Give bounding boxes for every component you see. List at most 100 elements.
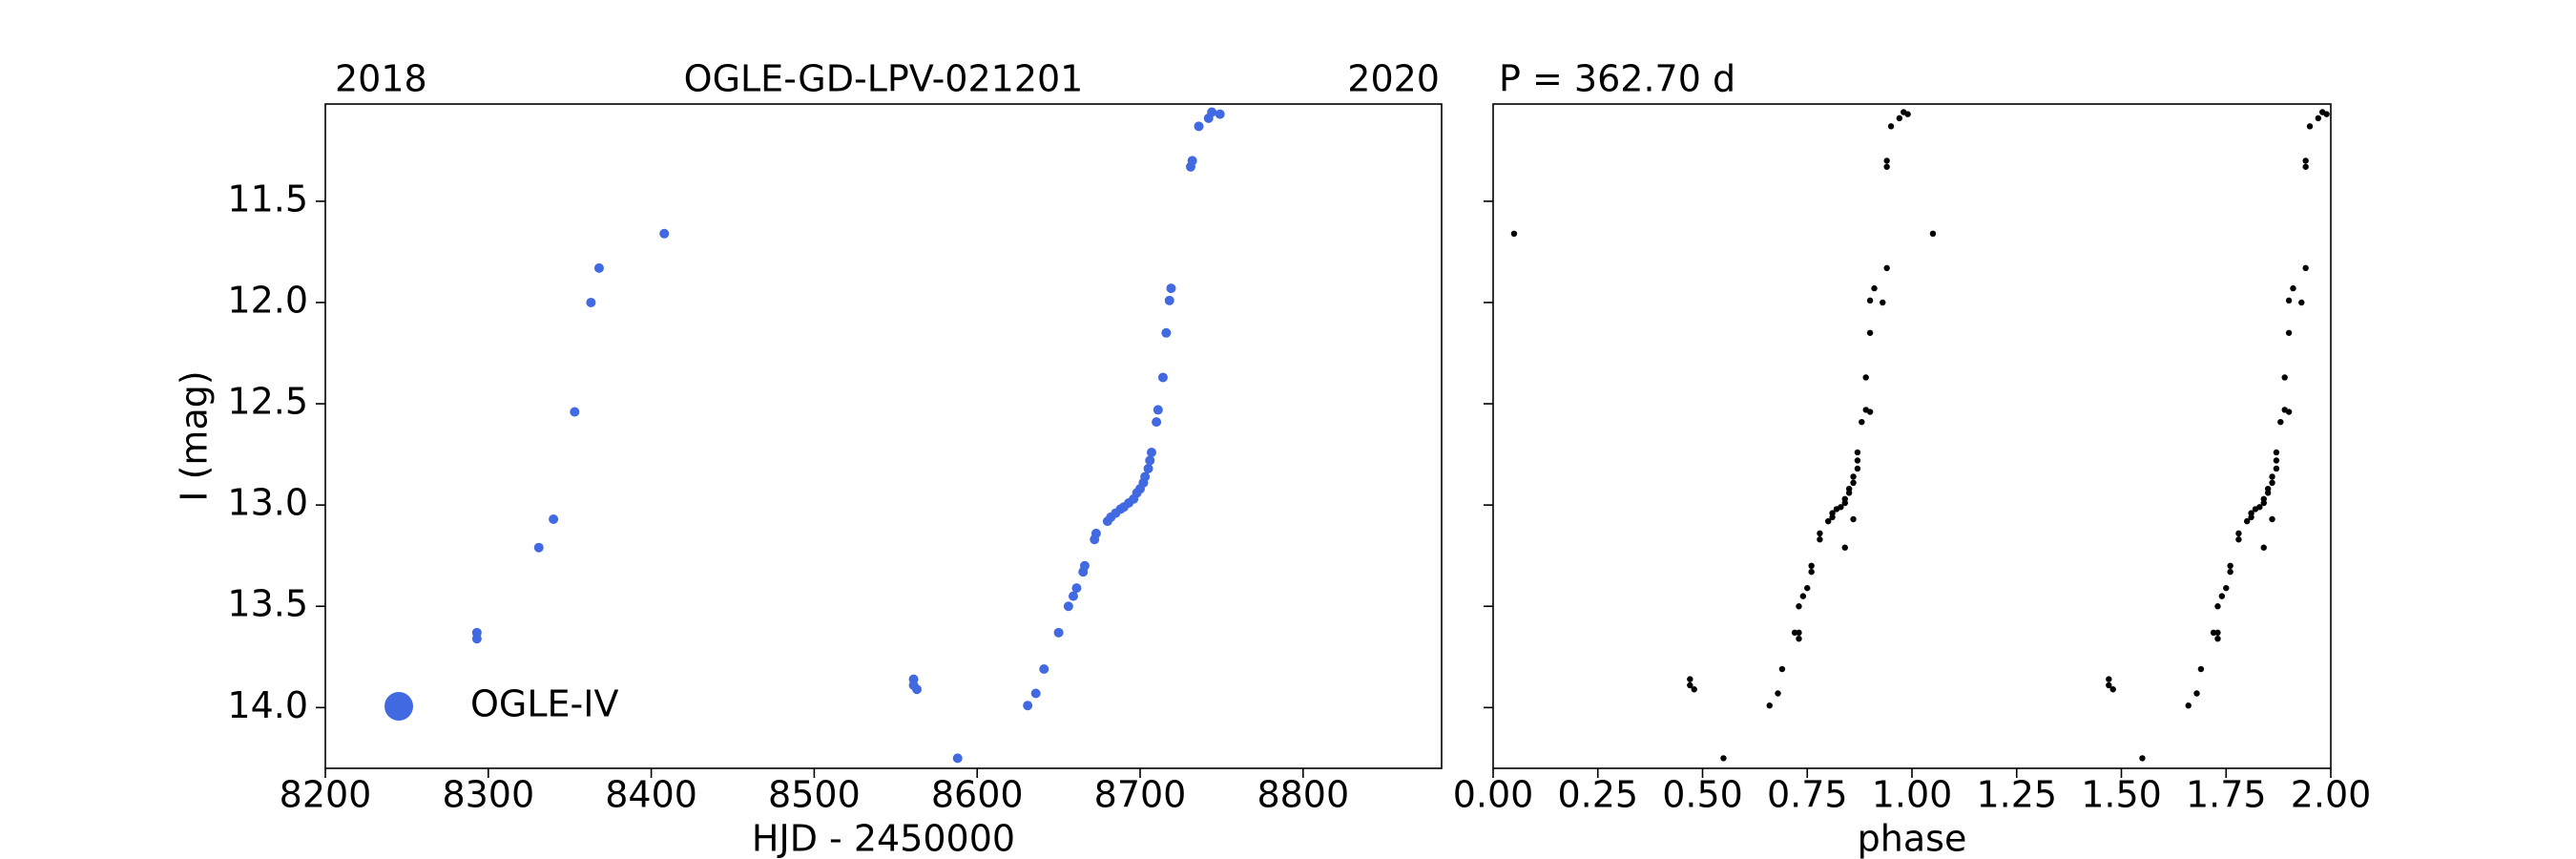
data-point (1687, 681, 1693, 689)
x-axis-label: HJD - 2450000 (752, 818, 1015, 859)
data-point (2298, 299, 2305, 306)
data-point (1030, 688, 1041, 699)
data-point (1720, 755, 1727, 762)
x-tick-label: 8700 (1094, 774, 1187, 816)
data-point (1796, 629, 1802, 637)
chart-title: P = 362.70 d (1499, 58, 1735, 100)
data-point (2227, 562, 2233, 570)
data-point (1904, 111, 1911, 117)
x-axis-label: phase (1858, 818, 1967, 859)
data-point (1023, 701, 1033, 711)
data-point (1068, 591, 1078, 601)
data-point (2235, 530, 2242, 537)
data-point (2248, 510, 2254, 516)
data-point (1841, 544, 1848, 551)
data-point (1164, 295, 1174, 305)
data-point (1850, 473, 1857, 480)
data-point (2281, 374, 2288, 381)
data-point (2269, 473, 2275, 480)
data-point (1850, 479, 1857, 487)
data-point (2214, 629, 2221, 637)
data-point (1796, 635, 1802, 642)
data-point (1845, 485, 1853, 492)
data-point (1146, 447, 1156, 457)
data-point (2227, 568, 2233, 576)
data-point (1829, 510, 1836, 516)
x-tick-label: 8500 (768, 774, 861, 816)
data-point (2290, 284, 2296, 292)
data-point (1808, 562, 1815, 570)
data-point (2106, 681, 2112, 689)
data-point (2193, 690, 2200, 697)
data-point (2260, 544, 2267, 551)
data-point (1883, 264, 1890, 272)
data-point (1854, 465, 1861, 472)
legend-label: OGLE-IV (470, 683, 618, 725)
data-point (2109, 686, 2116, 693)
data-point (1854, 457, 1861, 464)
y-tick-label: 11.5 (227, 178, 308, 220)
data-point (1166, 283, 1176, 294)
year-label: 2020 (1347, 58, 1440, 100)
plot-frame (1492, 103, 2332, 769)
data-point (570, 407, 580, 417)
data-point (659, 228, 670, 239)
data-point (2273, 465, 2280, 472)
x-tick-label: 8200 (280, 774, 372, 816)
data-point (908, 681, 919, 690)
data-point (1866, 297, 1874, 304)
plot-frame (324, 103, 1443, 769)
data-point (2302, 264, 2309, 272)
data-point (1883, 157, 1890, 164)
data-point (2323, 111, 2330, 117)
data-point (1153, 405, 1163, 415)
year-label: 2018 (335, 58, 427, 100)
x-tick-label: 8800 (1257, 774, 1349, 816)
data-point (1039, 664, 1049, 675)
data-point (2214, 603, 2221, 610)
data-point (2302, 157, 2309, 164)
x-tick-label: 1.25 (1976, 774, 2057, 816)
data-point (1817, 530, 1823, 537)
data-point (2281, 407, 2288, 413)
data-point (2197, 665, 2205, 673)
data-point (1825, 517, 1832, 525)
data-point (1929, 230, 1937, 238)
data-point (549, 514, 559, 524)
legend-marker (384, 692, 413, 721)
x-tick-label: 0.75 (1767, 774, 1848, 816)
x-tick-label: 1.00 (1872, 774, 1953, 816)
data-point (1766, 702, 1773, 709)
data-point (1152, 417, 1162, 428)
data-point (1140, 471, 1151, 482)
data-point (1775, 690, 1781, 697)
x-tick-label: 1.50 (2081, 774, 2162, 816)
data-point (2218, 593, 2226, 599)
x-tick-label: 8300 (442, 774, 534, 816)
data-point (2277, 418, 2284, 426)
data-point (2306, 123, 2314, 130)
data-point (2223, 584, 2230, 592)
data-point (1778, 665, 1786, 673)
data-point (2235, 536, 2242, 543)
data-point (533, 542, 544, 553)
data-point (2302, 163, 2309, 170)
data-point (1808, 568, 1815, 576)
y-tick-label: 14.0 (227, 684, 308, 726)
x-tick-label: 1.75 (2186, 774, 2267, 816)
data-point (1871, 284, 1878, 292)
x-tick-label: 0.00 (1453, 774, 1534, 816)
x-tick-label: 8400 (605, 774, 697, 816)
data-point (1799, 593, 1807, 599)
data-point (1859, 418, 1865, 426)
data-point (2273, 449, 2280, 456)
y-tick-label: 12.5 (227, 381, 308, 423)
data-point (1862, 374, 1869, 381)
data-point (2315, 115, 2322, 122)
data-point (2269, 479, 2275, 487)
data-point (2244, 517, 2251, 525)
data-point (1510, 230, 1518, 238)
x-tick-label: 8600 (931, 774, 1024, 816)
data-point (1691, 686, 1697, 693)
y-axis-label: I (mag) (174, 370, 216, 501)
